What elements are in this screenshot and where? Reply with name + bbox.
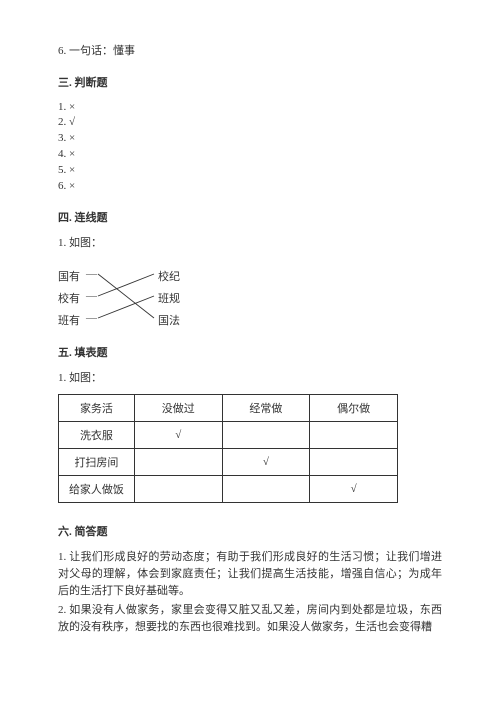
match-lines — [58, 262, 218, 330]
section4-lead: 1. 如图： — [58, 235, 442, 252]
judge-list: 1. × 2. √ 3. × 4. × 5. × 6. × — [58, 100, 442, 196]
judge-item: 6. × — [58, 179, 442, 195]
section5-title: 五. 填表题 — [58, 344, 442, 360]
judge-item: 5. × — [58, 163, 442, 179]
section3-title: 三. 判断题 — [58, 74, 442, 90]
judge-item: 2. √ — [58, 115, 442, 131]
col-h: 家务活 — [59, 395, 135, 422]
answer-2: 2. 如果没有人做家务，家里会变得又脏又乱又差，房间内到处都是垃圾，东西放的没有… — [58, 602, 442, 636]
section4-title: 四. 连线题 — [58, 209, 442, 225]
table-row: 打扫房间 √ — [59, 449, 398, 476]
cell: √ — [134, 422, 222, 449]
row-label: 打扫房间 — [59, 449, 135, 476]
cell — [310, 422, 398, 449]
cell — [222, 476, 310, 503]
col-h: 经常做 — [222, 395, 310, 422]
table-row: 给家人做饭 √ — [59, 476, 398, 503]
judge-item: 4. × — [58, 147, 442, 163]
judge-item: 3. × — [58, 131, 442, 147]
cell — [134, 449, 222, 476]
cell: √ — [222, 449, 310, 476]
cell — [222, 422, 310, 449]
q6-text: 懂事 — [113, 45, 135, 57]
answer-1: 1. 让我们形成良好的劳动态度；有助于我们形成良好的生活习惯；让我们增进对父母的… — [58, 549, 442, 600]
section6-title: 六. 简答题 — [58, 523, 442, 539]
q6-prefix: 6. 一句话： — [58, 45, 113, 57]
cell — [310, 449, 398, 476]
table-header-row: 家务活 没做过 经常做 偶尔做 — [59, 395, 398, 422]
table-row: 洗衣服 √ — [59, 422, 398, 449]
chores-table: 家务活 没做过 经常做 偶尔做 洗衣服 √ 打扫房间 √ 给家人做饭 √ — [58, 394, 398, 503]
section5-lead: 1. 如图： — [58, 370, 442, 387]
matching-diagram: 国有 校有 班有 — — — 校纪 班规 国法 — [58, 262, 218, 330]
row-label: 给家人做饭 — [59, 476, 135, 503]
judge-item: 1. × — [58, 100, 442, 116]
q6-line: 6. 一句话：懂事 — [58, 43, 442, 60]
cell — [134, 476, 222, 503]
col-h: 没做过 — [134, 395, 222, 422]
row-label: 洗衣服 — [59, 422, 135, 449]
cell: √ — [310, 476, 398, 503]
col-h: 偶尔做 — [310, 395, 398, 422]
